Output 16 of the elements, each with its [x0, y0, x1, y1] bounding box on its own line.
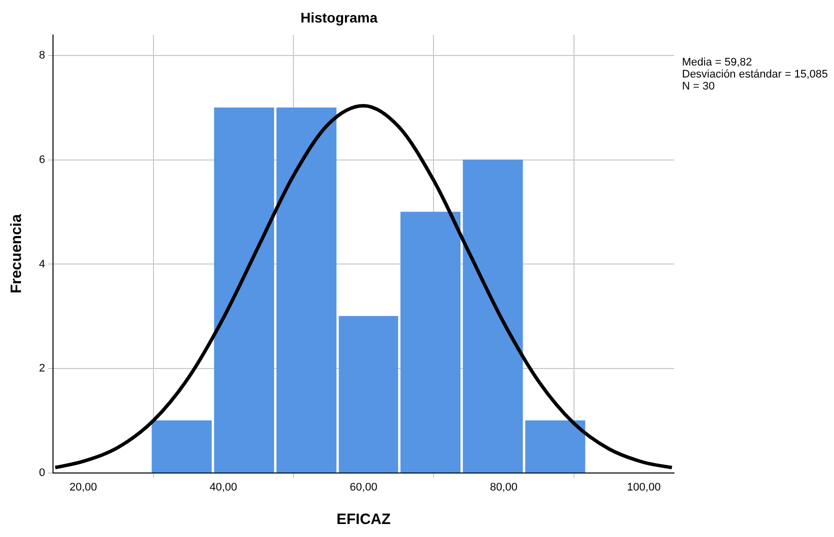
y-tick-label: 2: [38, 362, 46, 375]
y-tick-label: 4: [38, 258, 46, 270]
y-tick-label: 6: [38, 154, 46, 166]
text: N = 30: [682, 80, 715, 92]
x-tick-label: 20,00: [69, 481, 98, 494]
x-tick-label: 60,00: [350, 481, 378, 494]
text: Media = 59,82: [682, 56, 752, 68]
x-tick-label: 40,00: [210, 481, 238, 494]
x-axis-title: EFICAZ: [336, 511, 391, 528]
chart-title: Histograma: [300, 9, 378, 26]
y-tick-label: 0: [38, 466, 46, 479]
x-tick-label: 80,00: [490, 481, 518, 494]
x-tick-label: 100,00: [627, 481, 661, 494]
y-axis-title: Frecuencia: [8, 214, 26, 294]
y-tick-label: 8: [38, 50, 46, 62]
text: Desviación estándar = 15,085: [682, 68, 828, 80]
